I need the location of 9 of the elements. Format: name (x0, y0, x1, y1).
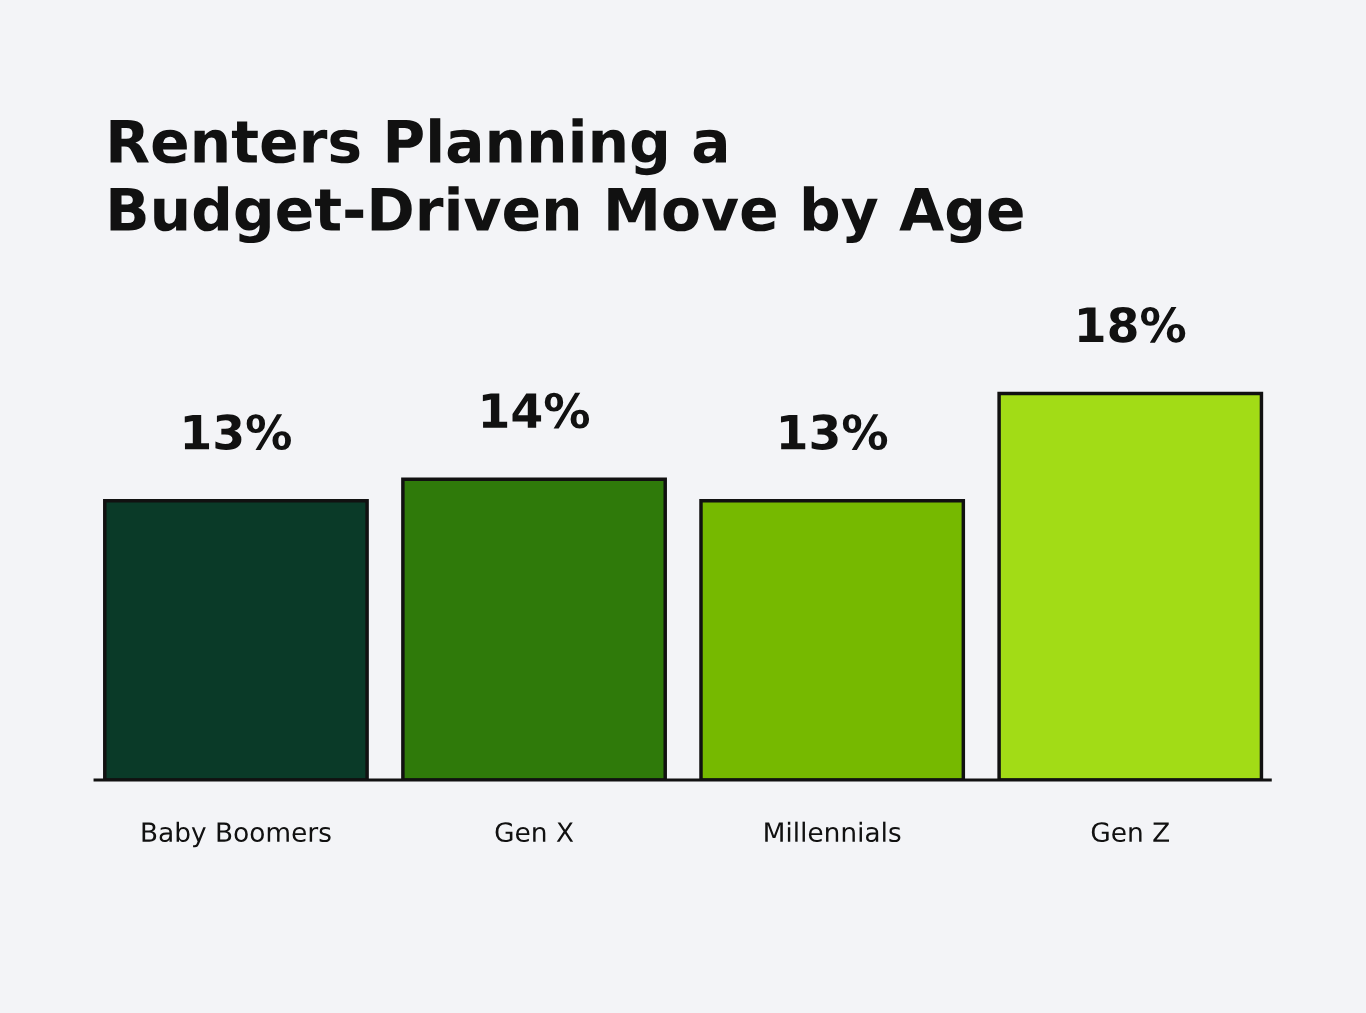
x-tick-label: Gen Z (1091, 822, 1170, 843)
x-tick-label: Gen X (495, 822, 574, 843)
x-tick-label: Millennials (765, 821, 901, 843)
data-label: 14% (482, 392, 590, 429)
data-label: 18% (1079, 306, 1186, 343)
data-label: 13% (780, 414, 888, 451)
x-tick-label: Baby Boomers (142, 821, 331, 848)
chart-title: Renters Planning a Budget-Driven Move by Age (110, 118, 1023, 244)
data-label: 13% (184, 414, 291, 451)
